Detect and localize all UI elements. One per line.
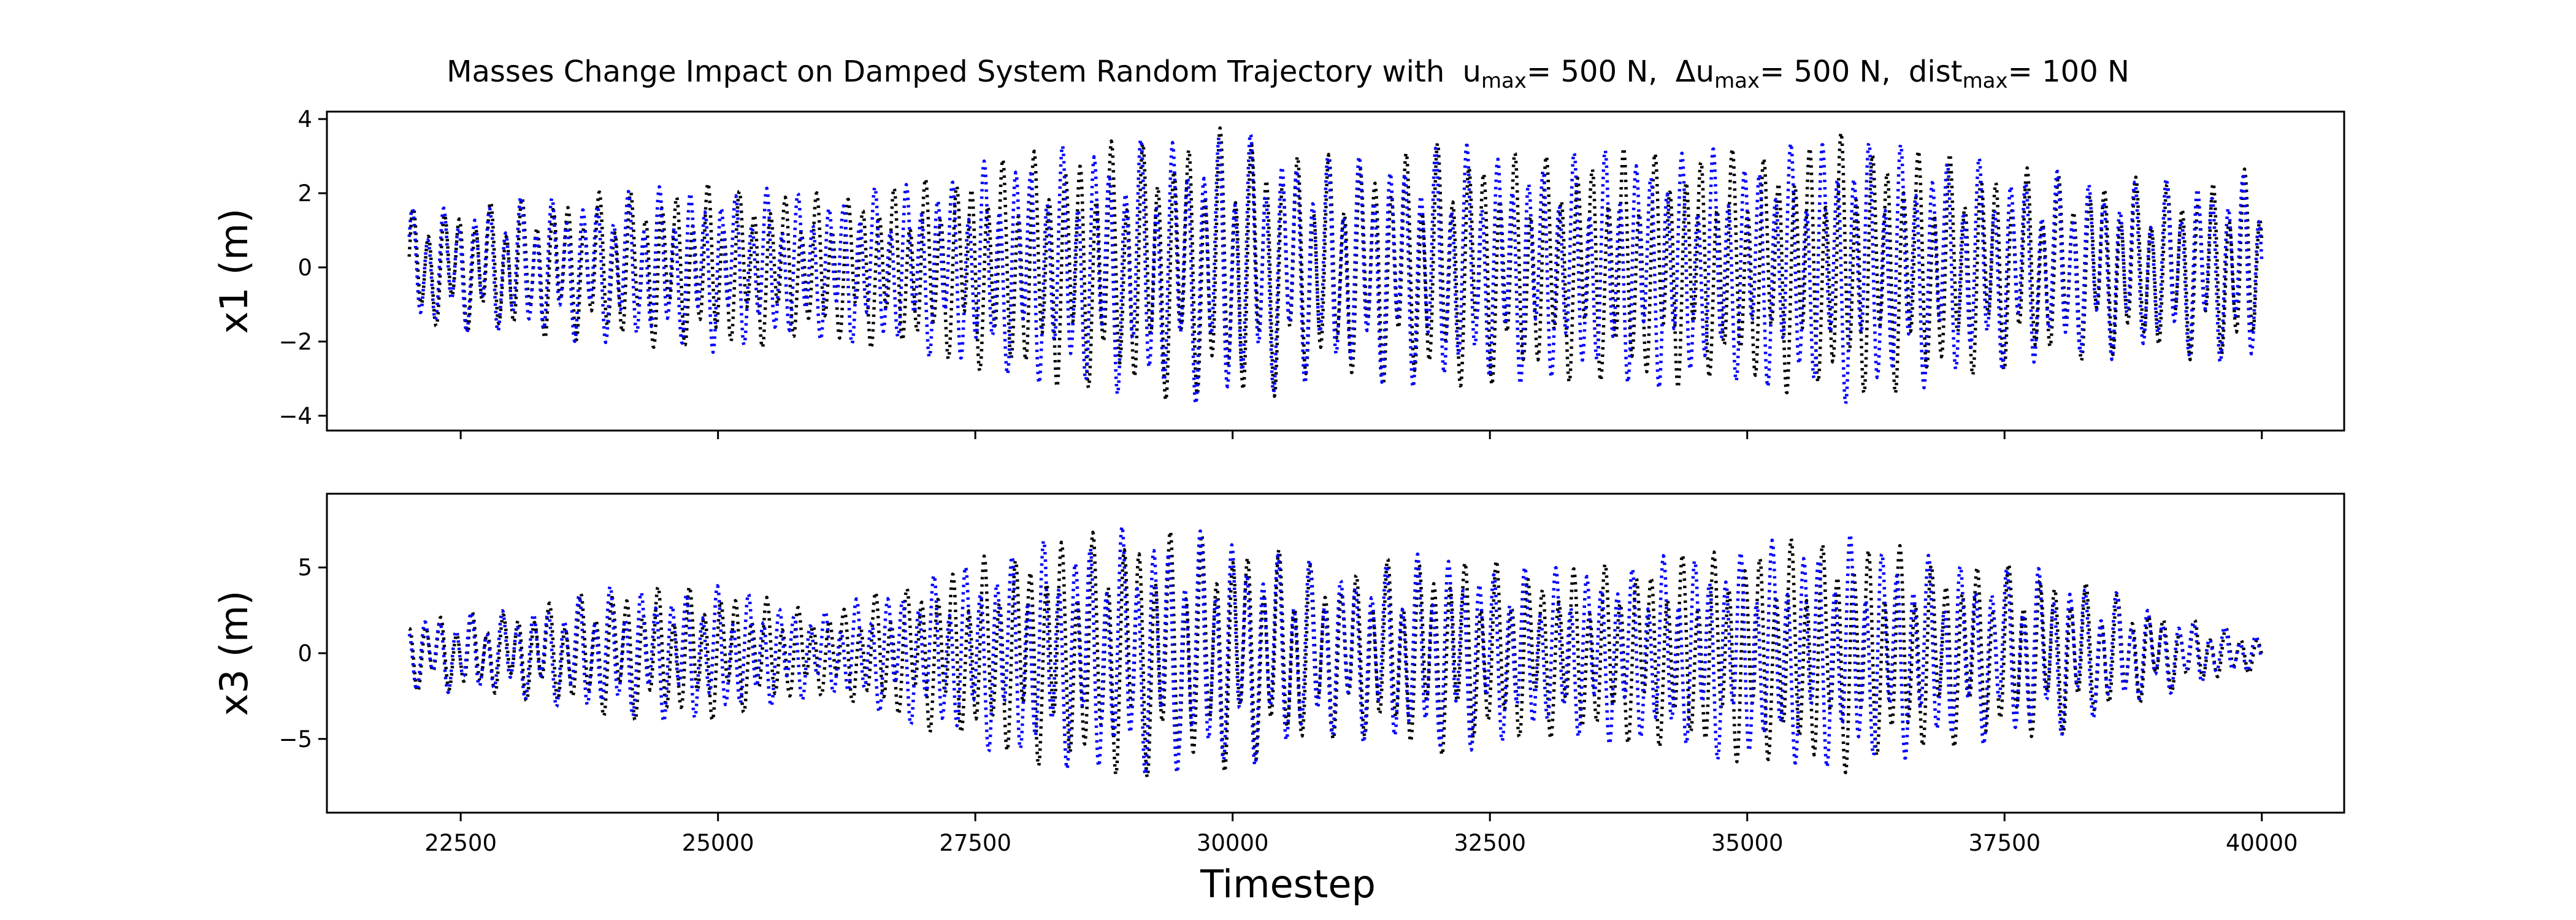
chart-title-base: Masses Change Impact on Damped System Ra… [447, 55, 1444, 89]
subplot-2-series-black-line [408, 529, 2264, 780]
xtick-label: 35000 [1711, 830, 1784, 856]
subplot-1: −4 −2 0 2 4 x1 (m) [212, 106, 2345, 439]
chart-title-dist-sub: max [1963, 69, 2008, 93]
subplot-2: −5 0 5 x3 (m) [212, 493, 2345, 821]
x-axis-label: Timestep [1200, 862, 1376, 907]
subplot-2-y-axis-label: x3 (m) [212, 591, 256, 716]
subplot-1-y-axis-label: x1 (m) [212, 209, 256, 334]
subplot-1-series-blue-line [407, 132, 2264, 406]
subplot-1-series-black-line [407, 126, 2264, 402]
xtick-label: 25000 [682, 830, 754, 856]
xtick-label: 22500 [424, 830, 497, 856]
chart-title-du: Δu [1676, 55, 1714, 89]
chart-title-u-sub: max [1481, 69, 1527, 93]
xtick-label: 37500 [1968, 830, 2041, 856]
chart-title-u: u [1463, 55, 1481, 89]
xtick-label: 40000 [2226, 830, 2298, 856]
chart-title-dist: dist [1909, 55, 1963, 89]
chart-title-du-sub: max [1714, 69, 1760, 93]
chart-title-u-value: = 500 N, [1527, 55, 1658, 89]
subplot-2-ytick-label: −5 [278, 726, 312, 753]
xtick-label: 30000 [1197, 830, 1269, 856]
chart-title-dist-value: = 100 N [2008, 55, 2129, 89]
xtick-label: 32500 [1454, 830, 1526, 856]
subplot-2-series-blue-line [407, 524, 2264, 776]
subplot-1-ytick-label: 0 [297, 255, 312, 281]
x-axis: 22500 25000 27500 30000 32500 35000 37500 40000 [424, 830, 2298, 856]
subplot-1-ytick-label: 4 [297, 106, 312, 132]
xtick-label: 27500 [939, 830, 1011, 856]
subplot-1-frame [326, 110, 2345, 432]
subplot-1-ytick-label: −4 [278, 403, 312, 429]
subplot-1-ytick-label: 2 [297, 180, 312, 207]
chart-title-du-value: = 500 N, [1760, 55, 1891, 89]
subplot-2-ytick-label: 0 [297, 640, 312, 667]
subplot-1-ytick-label: −2 [278, 329, 312, 355]
subplots-group: −4 −2 0 2 4 x1 (m) −5 0 5 x3 (m) [212, 106, 2345, 821]
subplot-2-ytick-label: 5 [297, 554, 312, 581]
chart-title: Masses Change Impact on Damped System Ra… [447, 55, 2129, 93]
